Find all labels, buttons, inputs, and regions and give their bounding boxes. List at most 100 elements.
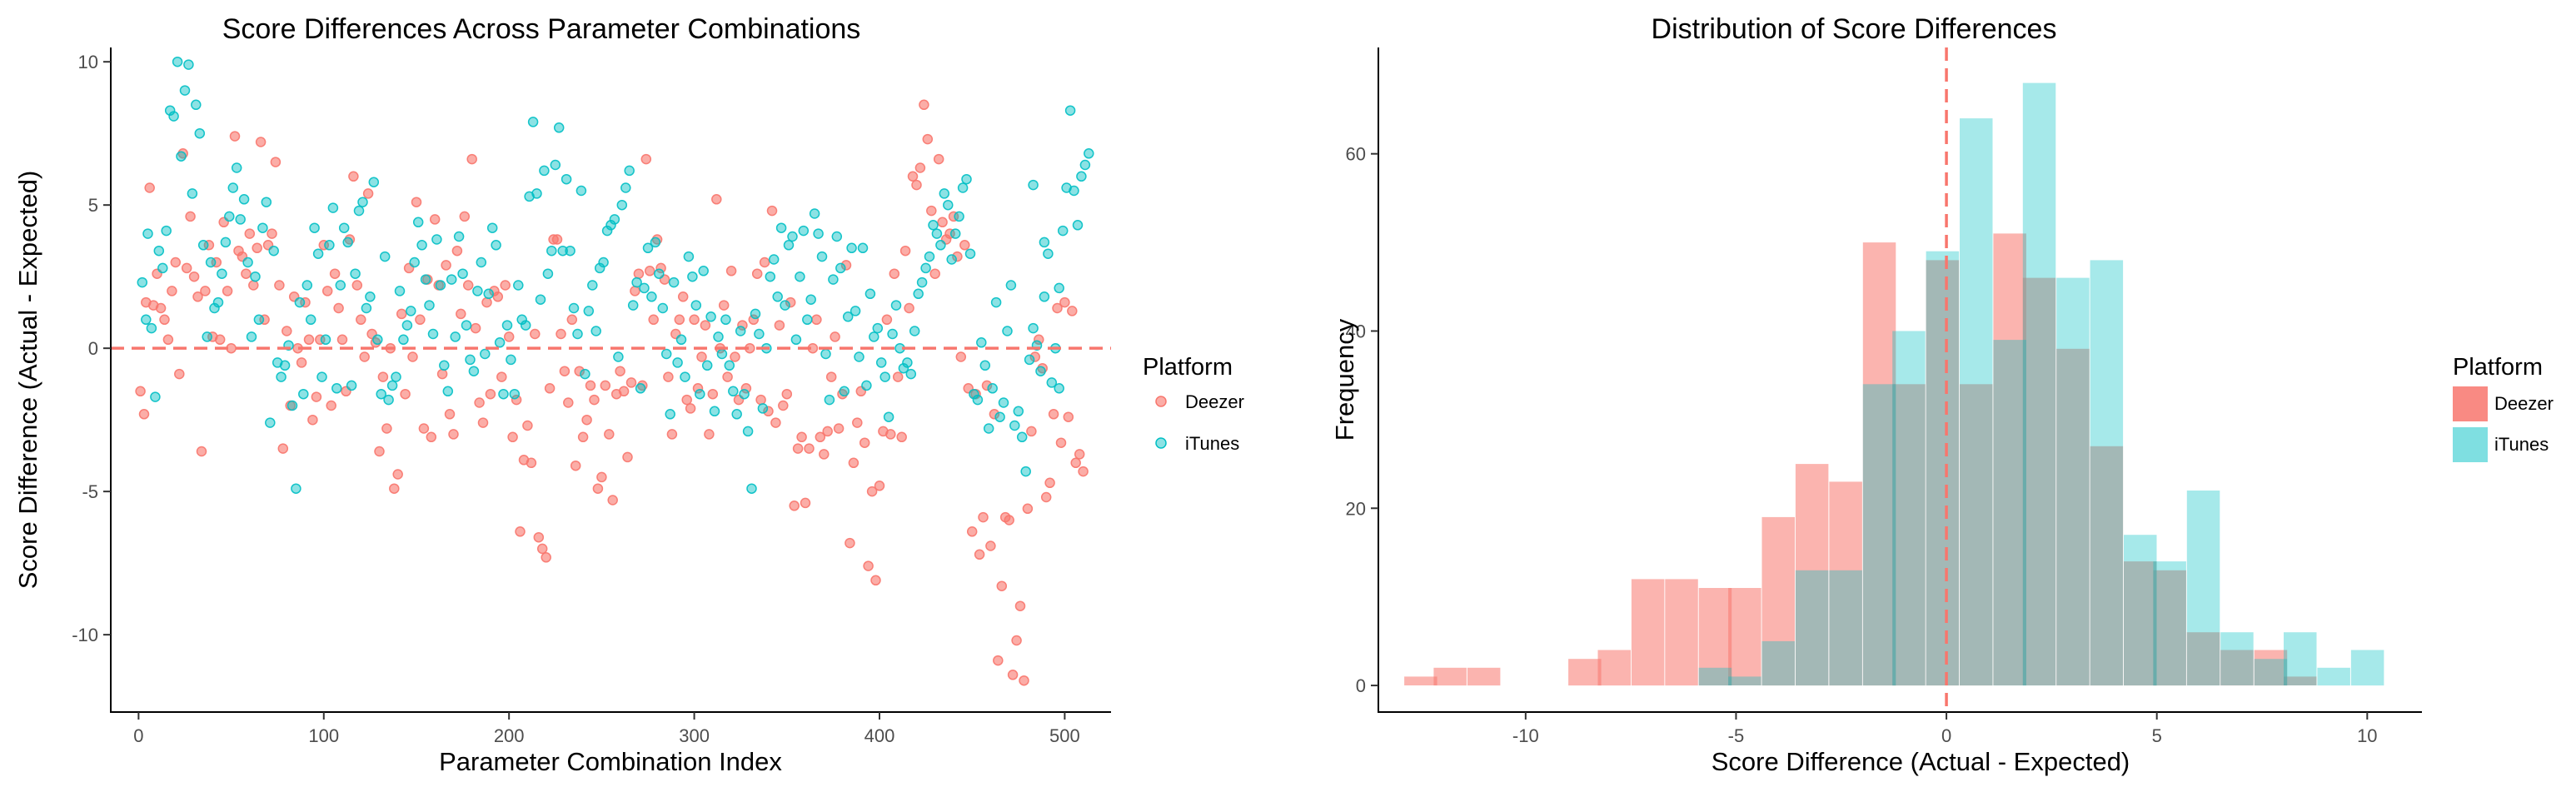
scatter-point-itunes <box>379 251 391 262</box>
histogram-y-ticks: 0 20 40 60 <box>1346 144 1378 696</box>
scatter-point-itunes <box>506 354 516 366</box>
scatter-point-deezer <box>248 280 259 291</box>
scatter-point-itunes <box>716 348 728 360</box>
scatter-point-itunes <box>565 245 575 257</box>
histogram-bar-deezer <box>2090 446 2124 686</box>
scatter-point-itunes <box>660 348 672 360</box>
scatter-points <box>135 56 1094 686</box>
scatter-point-deezer <box>819 449 830 460</box>
scatter-point-deezer <box>870 575 881 586</box>
scatter-point-deezer <box>644 266 655 276</box>
scatter-point-deezer <box>459 211 471 222</box>
histogram-bar-itunes <box>2317 667 2350 686</box>
scatter-point-itunes <box>650 237 661 248</box>
scatter-point-deezer <box>1078 466 1089 477</box>
scatter-point-deezer <box>311 391 322 402</box>
scatter-point-deezer <box>277 443 289 454</box>
scatter-point-itunes <box>805 294 816 305</box>
scatter-point-itunes <box>546 245 557 257</box>
scatter-point-deezer <box>1019 675 1029 686</box>
scatter-point-deezer <box>415 314 426 326</box>
scatter-point-itunes <box>624 165 635 177</box>
scatter-point-deezer <box>362 188 374 199</box>
scatter-point-itunes <box>775 222 787 233</box>
scatter-point-itunes <box>398 334 409 346</box>
scatter-x-axis-title: Parameter Combination Index <box>439 747 782 776</box>
scatter-point-deezer <box>481 296 492 308</box>
scatter-point-deezer <box>981 380 993 391</box>
scatter-point-deezer <box>596 471 607 483</box>
scatter-point-deezer <box>185 211 196 222</box>
scatter-point-itunes <box>231 162 242 173</box>
histogram-bar-deezer <box>1404 676 1437 685</box>
scatter-point-itunes <box>590 326 601 336</box>
scatter-point-itunes <box>668 276 680 288</box>
scatter-point-deezer <box>522 420 533 431</box>
scatter-y-axis-title: Score Difference (Actual - Expected) <box>13 171 42 590</box>
scatter-point-itunes <box>780 300 790 311</box>
scatter-point-itunes <box>253 314 265 326</box>
scatter-point-deezer <box>825 371 837 382</box>
scatter-point-itunes <box>1024 354 1035 366</box>
histogram-bar-itunes <box>1960 118 1993 686</box>
scatter-point-itunes <box>768 254 780 265</box>
histogram-bar-itunes <box>2124 535 2157 686</box>
histogram-bar-deezer <box>1467 667 1501 686</box>
histogram-x-tick-label: -10 <box>1512 725 1539 746</box>
scatter-point-itunes <box>690 300 702 311</box>
scatter-point-itunes <box>813 228 824 239</box>
scatter-point-itunes <box>828 274 839 285</box>
scatter-point-itunes <box>750 308 761 320</box>
histogram-y-tick-label: 40 <box>1346 321 1366 341</box>
histogram-y-tick-label: 60 <box>1346 144 1366 165</box>
histogram-bar-deezer <box>2220 650 2254 686</box>
scatter-point-itunes <box>620 182 631 193</box>
scatter-point-itunes <box>412 217 424 228</box>
scatter-point-itunes <box>157 262 168 274</box>
scatter-point-itunes <box>580 368 590 380</box>
scatter-point-itunes <box>172 56 183 67</box>
scatter-point-deezer <box>722 371 733 382</box>
scatter-x-tick-label: 300 <box>679 725 710 746</box>
scatter-point-itunes <box>987 383 998 394</box>
scatter-point-deezer <box>192 291 203 302</box>
histogram-x-axis-title: Score Difference (Actual - Expected) <box>1712 747 2130 776</box>
scatter-point-itunes <box>324 240 335 251</box>
scatter-point-itunes <box>961 173 972 185</box>
scatter-point-deezer <box>515 526 526 537</box>
scatter-point-deezer <box>896 431 907 443</box>
scatter-point-itunes <box>368 177 380 187</box>
scatter-point-itunes <box>164 105 176 116</box>
scatter-y-tick-label: 0 <box>88 338 98 359</box>
scatter-point-itunes <box>635 383 646 394</box>
scatter-point-deezer <box>374 446 385 457</box>
scatter-legend-title: Platform <box>1143 354 1233 381</box>
scatter-point-itunes <box>724 360 735 371</box>
scatter-point-itunes <box>905 368 917 380</box>
scatter-point-itunes <box>1028 179 1039 191</box>
scatter-point-deezer <box>563 397 574 408</box>
histogram-panel: Distribution of Score Differences -10 -5 0… <box>1330 13 2554 776</box>
scatter-point-itunes <box>627 300 639 311</box>
scatter-point-itunes <box>187 188 198 199</box>
scatter-point-deezer <box>685 403 696 414</box>
scatter-point-deezer <box>181 262 192 274</box>
scatter-point-deezer <box>507 431 518 443</box>
scatter-point-itunes <box>242 257 253 268</box>
scatter-point-deezer <box>1070 457 1081 469</box>
scatter-point-deezer <box>640 153 652 165</box>
scatter-point-itunes <box>361 302 372 314</box>
scatter-point-deezer <box>1044 477 1055 489</box>
scatter-point-deezer <box>326 400 336 411</box>
histogram-bar-itunes <box>2153 561 2186 686</box>
scatter-point-itunes <box>357 197 368 207</box>
scatter-point-deezer <box>919 99 929 111</box>
histogram-bar-deezer <box>1960 384 1993 686</box>
scatter-point-itunes <box>486 222 498 233</box>
scatter-point-itunes <box>435 280 446 291</box>
scatter-point-deezer <box>948 211 959 222</box>
scatter-point-itunes <box>217 268 227 279</box>
scatter-point-itunes <box>406 306 416 316</box>
scatter-point-deezer <box>985 540 996 551</box>
scatter-point-deezer <box>785 296 796 308</box>
